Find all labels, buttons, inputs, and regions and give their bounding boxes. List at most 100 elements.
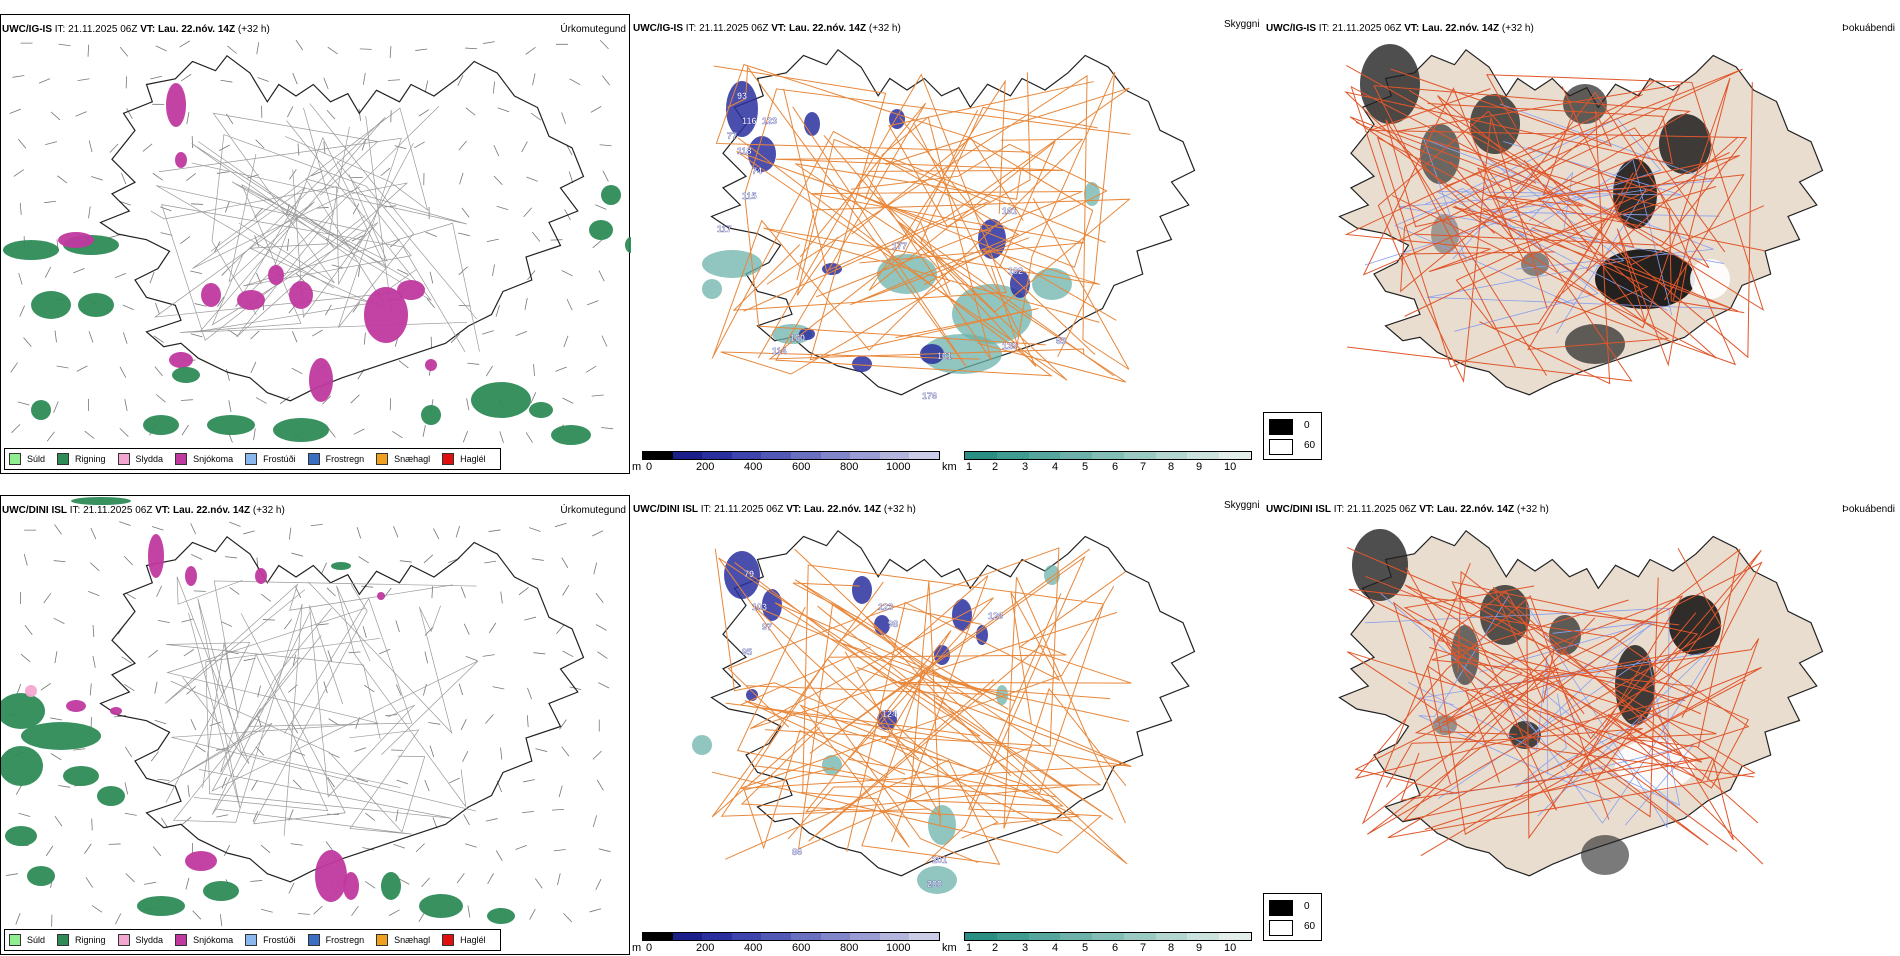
colorbar-tick: 10 [1224, 942, 1236, 954]
colorbar-unit: km [942, 461, 957, 473]
legend-label: Frostúði [263, 454, 296, 464]
legend-swatch [118, 453, 130, 465]
legend-item: Frostúði [245, 453, 296, 465]
colorbar-strip [964, 932, 1252, 941]
visibility-panel-2: UWC/DINI ISL IT: 21.11.2025 06Z VT: Lau.… [632, 495, 1262, 955]
legend-swatch [308, 453, 320, 465]
visibility-value-label: 161 [937, 351, 952, 361]
colorbar-tick: 600 [792, 461, 810, 473]
colorbar-strip [642, 932, 940, 941]
visibility-value-label: 177 [892, 241, 907, 251]
legend-label: Frostregn [326, 454, 365, 464]
legend-swatch [57, 453, 69, 465]
legend-label: Haglél [460, 454, 486, 464]
legend-label: Frostúði [263, 935, 296, 945]
fog-legend-label: 0 [1304, 901, 1310, 912]
legend-label: Snjókoma [193, 935, 233, 945]
legend-swatch [245, 934, 257, 946]
precip-type-panel-1: UWC/IG-IS IT: 21.11.2025 06Z VT: Lau. 22… [0, 14, 630, 474]
colorbar-tick: 400 [744, 942, 762, 954]
legend-swatch [118, 934, 130, 946]
colorbar-tick: 8 [1168, 461, 1174, 473]
visibility-value-label: 74 [752, 166, 762, 176]
colorbar-tick: 800 [840, 461, 858, 473]
visibility-value-label: 201 [932, 855, 947, 865]
colorbar-tick: 4 [1052, 461, 1058, 473]
legend-swatch [9, 934, 21, 946]
colorbar-tick: 2 [992, 942, 998, 954]
legend-swatch [175, 934, 187, 946]
legend-item: Slydda [118, 453, 164, 465]
visibility-value-label: 93 [737, 91, 747, 101]
precip-legend: Súld Rigning Slydda Snjókoma Frostúði Frostre… [4, 929, 501, 951]
legend-item: Súld [9, 453, 45, 465]
fog-swatch [1269, 920, 1293, 936]
colorbar-tick: 7 [1140, 461, 1146, 473]
colorbar-strip [964, 451, 1252, 460]
colorbar-tick: 10 [1224, 461, 1236, 473]
colorbar-tick: 5 [1082, 942, 1088, 954]
visibility-value-label: 176 [922, 391, 937, 401]
legend-label: Slydda [136, 454, 164, 464]
fog-legend-label: 60 [1304, 921, 1315, 932]
fog-swatch [1269, 900, 1293, 916]
legend-item: Frostregn [308, 453, 365, 465]
legend-label: Frostregn [326, 935, 365, 945]
visibility-value-label: 123 [762, 116, 777, 126]
legend-swatch [175, 453, 187, 465]
colorbar-tick: 7 [1140, 942, 1146, 954]
colorbar-tick: 3 [1022, 942, 1028, 954]
colorbar-tick: 2 [992, 461, 998, 473]
colorbar-tick: 4 [1052, 942, 1058, 954]
colorbar-tick: 1000 [886, 942, 910, 954]
visibility-value-label: 118 [737, 146, 752, 156]
visibility-value-label: 77 [727, 131, 737, 141]
colorbar-strip [642, 451, 940, 460]
legend-label: Snæhagl [394, 454, 430, 464]
legend-label: Slydda [136, 935, 164, 945]
fog-swatch [1269, 419, 1293, 435]
legend-label: Súld [27, 935, 45, 945]
fog-swatch [1269, 439, 1293, 455]
visibility-panel-1: UWC/IG-IS IT: 21.11.2025 06Z VT: Lau. 22… [632, 14, 1262, 474]
visibility-value-label: 126 [988, 611, 1003, 621]
visibility-value-label: 160 [790, 333, 805, 343]
visibility-value-label: 117 [717, 224, 732, 234]
visibility-value-label: 114 [772, 346, 787, 356]
colorbar-tick: 1000 [886, 461, 910, 473]
legend-label: Snjókoma [193, 454, 233, 464]
visibility-value-label: 102 [1008, 266, 1023, 276]
legend-label: Rigning [75, 935, 106, 945]
visibility-value-label: 79 [744, 569, 754, 579]
legend-item: Súld [9, 934, 45, 946]
fog-legend-label: 0 [1304, 420, 1310, 431]
legend-item: Rigning [57, 934, 106, 946]
coastline [101, 537, 584, 882]
roads [151, 104, 480, 352]
legend-label: Súld [27, 454, 45, 464]
legend-label: Haglél [460, 935, 486, 945]
fog-map-2 [1265, 495, 1895, 925]
fog-map-1 [1265, 14, 1895, 444]
colorbar-tick: 800 [840, 942, 858, 954]
colorbar-tick: 6 [1112, 461, 1118, 473]
legend-label: Snæhagl [394, 935, 430, 945]
visibility-value-label: 124 [882, 709, 897, 719]
legend-item: Snæhagl [376, 934, 430, 946]
colorbar-tick: 8 [1168, 942, 1174, 954]
legend-item: Snjókoma [175, 453, 233, 465]
visibility-value-label: 103 [752, 602, 767, 612]
legend-item: Frostúði [245, 934, 296, 946]
colorbar-unit: m [632, 461, 641, 473]
colorbar-tick: 200 [696, 942, 714, 954]
colorbar-tick: 5 [1082, 461, 1088, 473]
fog-panel-2: UWC/DINI ISL IT: 21.11.2025 06Z VT: Lau.… [1265, 495, 1895, 955]
colorbar-tick: 6 [1112, 942, 1118, 954]
colorbar-tick: 0 [646, 461, 652, 473]
fog-legend-2: 0 60 [1263, 893, 1322, 941]
visibility-value-label: 129 [1002, 341, 1017, 351]
